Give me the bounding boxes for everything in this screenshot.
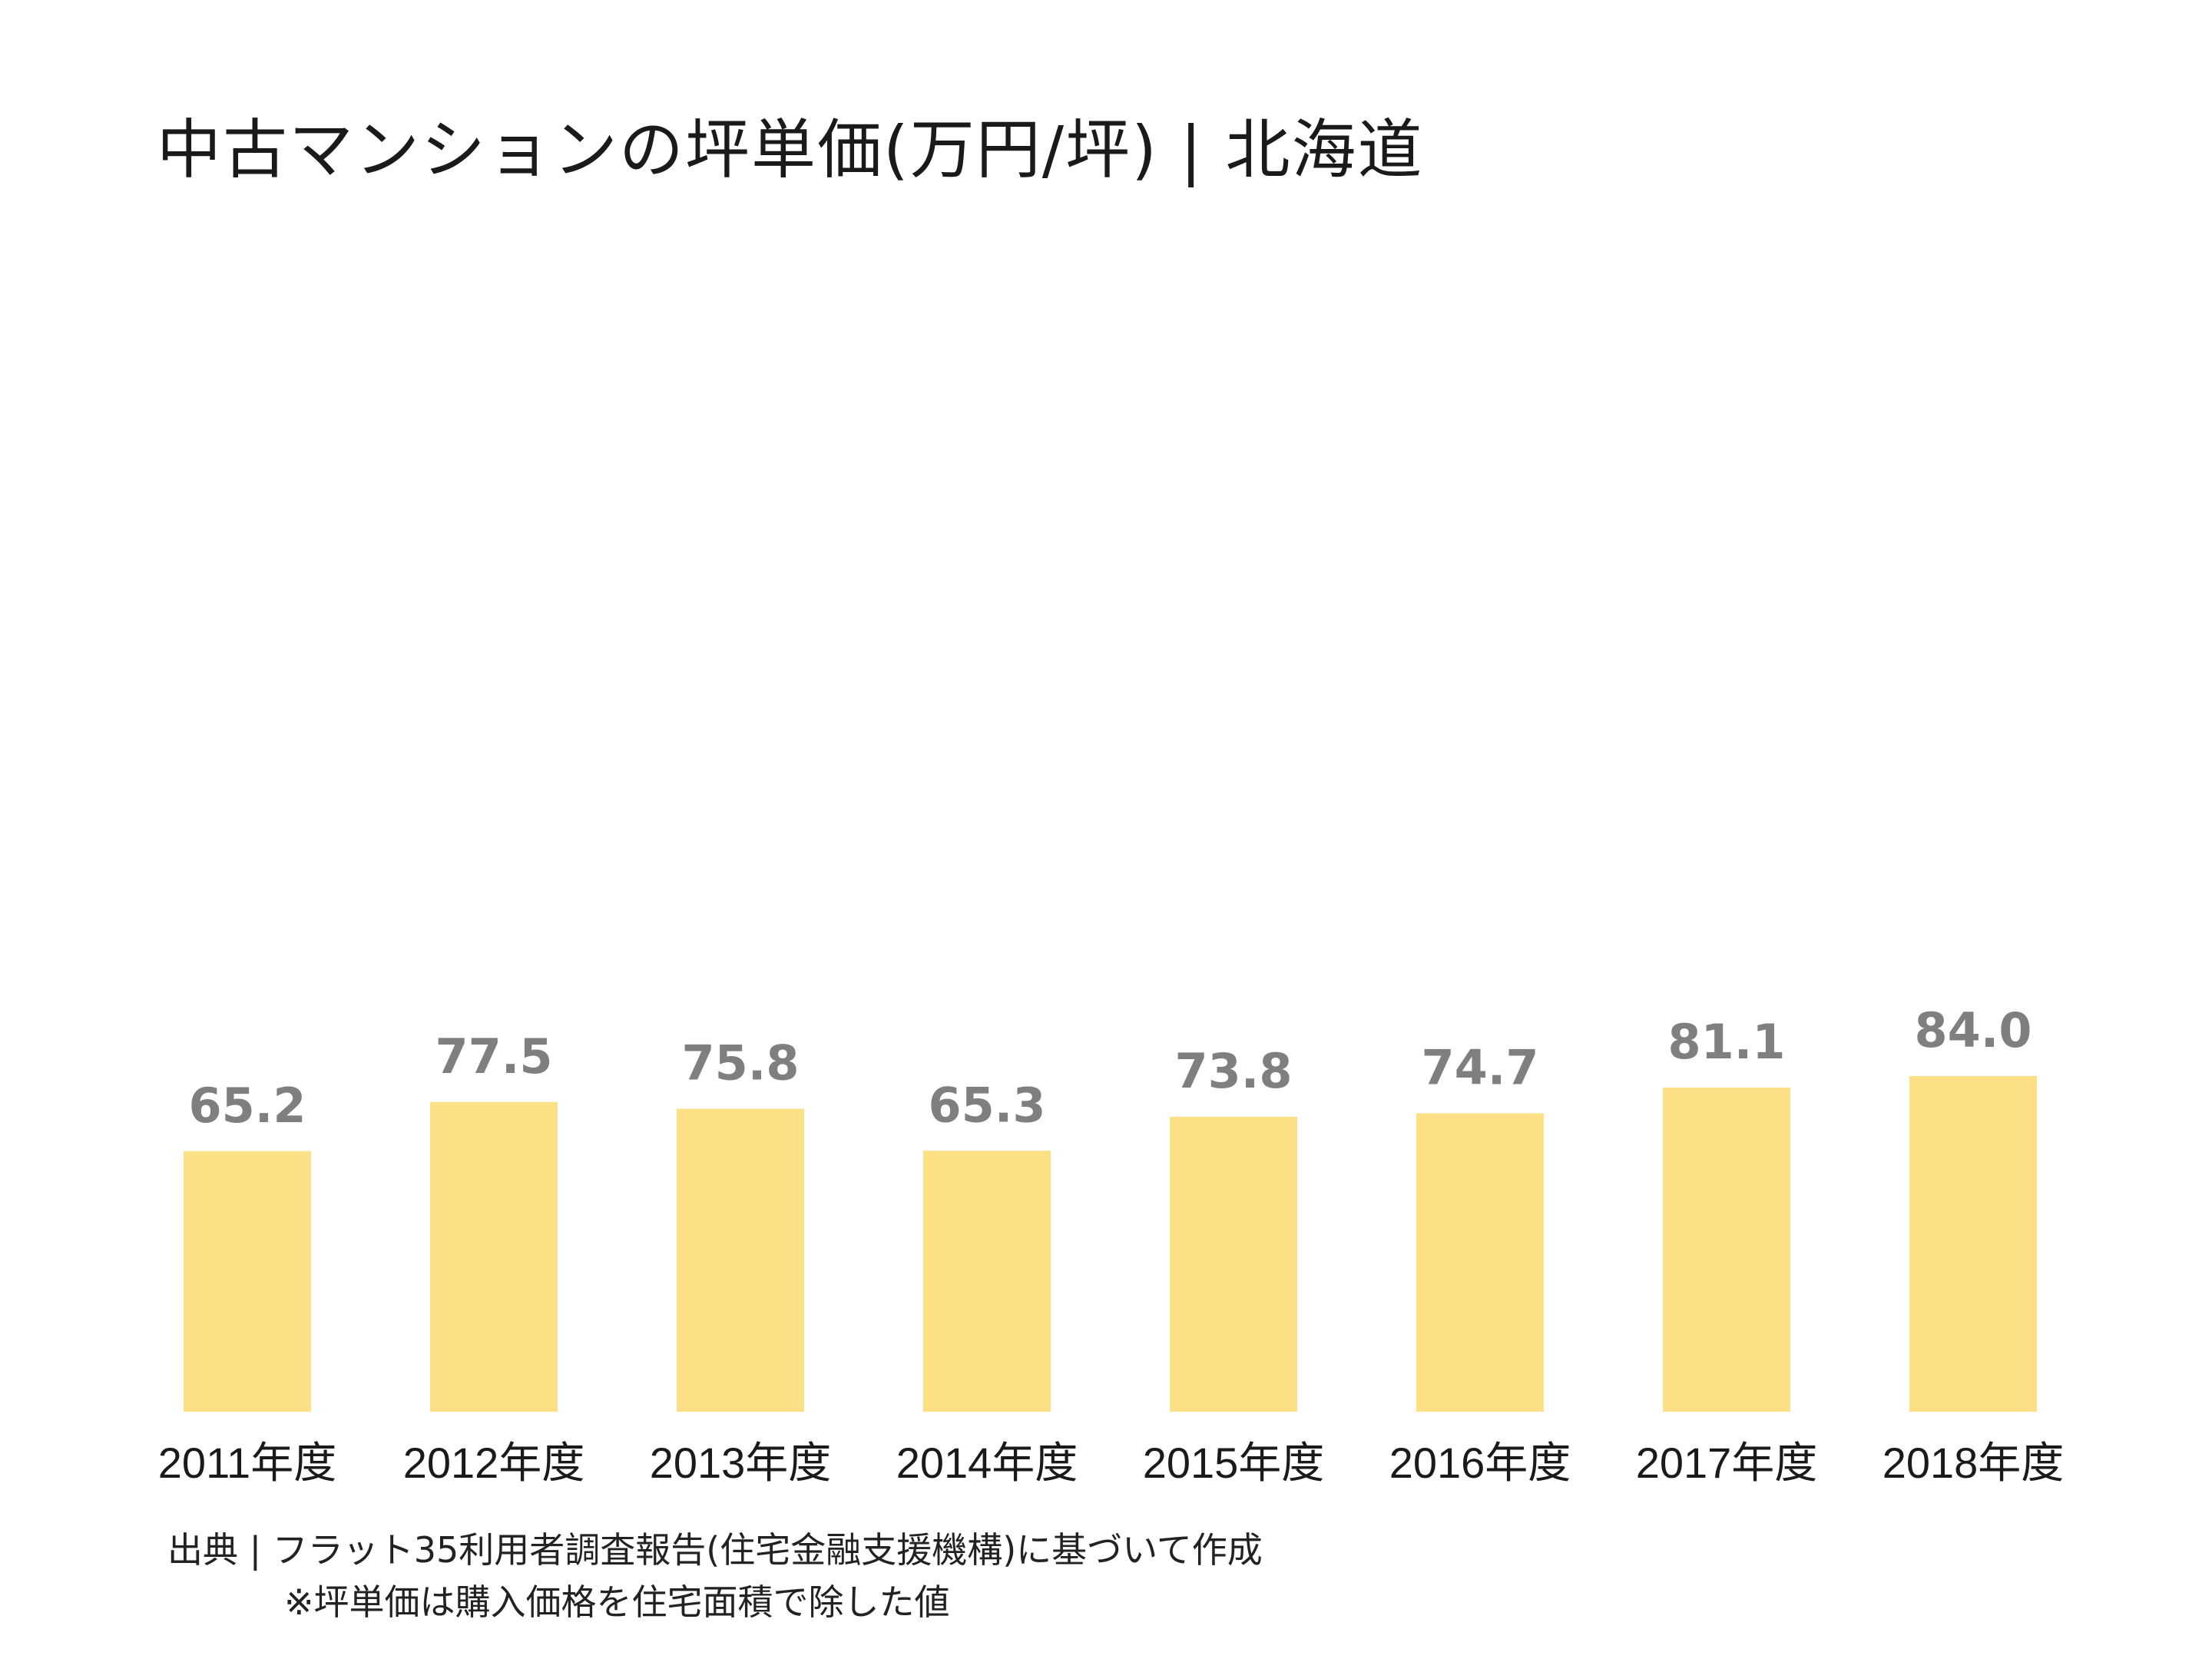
x-tick-label: 2014年度 xyxy=(896,1439,1078,1487)
data-label: 65.3 xyxy=(929,1077,1046,1133)
data-label: 75.8 xyxy=(682,1035,800,1091)
footnote: ※坪単価は購入価格を住宅面積で除した値 xyxy=(284,1581,950,1623)
bar-2018年度 xyxy=(1909,1076,2037,1412)
data-label: 84.0 xyxy=(1915,1002,2032,1058)
bar-2011年度 xyxy=(184,1151,311,1412)
x-tick-label: 2017年度 xyxy=(1636,1439,1818,1487)
bar-2015年度 xyxy=(1170,1117,1297,1412)
chart-title: 中古マンションの坪単価(万円/坪) | 北海道 xyxy=(157,112,1424,187)
x-tick-label: 2011年度 xyxy=(158,1439,336,1487)
bar-2012年度 xyxy=(430,1101,558,1412)
x-tick-label: 2012年度 xyxy=(403,1439,585,1487)
source-note: 出典 | フラット35利用者調査報告(住宅金融支援機構)に基づいて作成 xyxy=(167,1529,1263,1571)
x-tick-label: 2013年度 xyxy=(650,1439,832,1487)
bar-2016年度 xyxy=(1416,1113,1544,1412)
x-tick-label: 2016年度 xyxy=(1389,1439,1571,1487)
data-label: 81.1 xyxy=(1668,1014,1786,1070)
data-label: 77.5 xyxy=(435,1028,553,1084)
bar-2014年度 xyxy=(923,1151,1051,1412)
data-label: 65.2 xyxy=(189,1078,306,1134)
bar-2017年度 xyxy=(1663,1088,1790,1412)
data-label: 74.7 xyxy=(1422,1039,1539,1095)
data-label: 73.8 xyxy=(1175,1043,1293,1099)
bar-2013年度 xyxy=(677,1108,804,1412)
x-tick-label: 2018年度 xyxy=(1883,1439,2065,1487)
x-tick-label: 2015年度 xyxy=(1143,1439,1325,1487)
